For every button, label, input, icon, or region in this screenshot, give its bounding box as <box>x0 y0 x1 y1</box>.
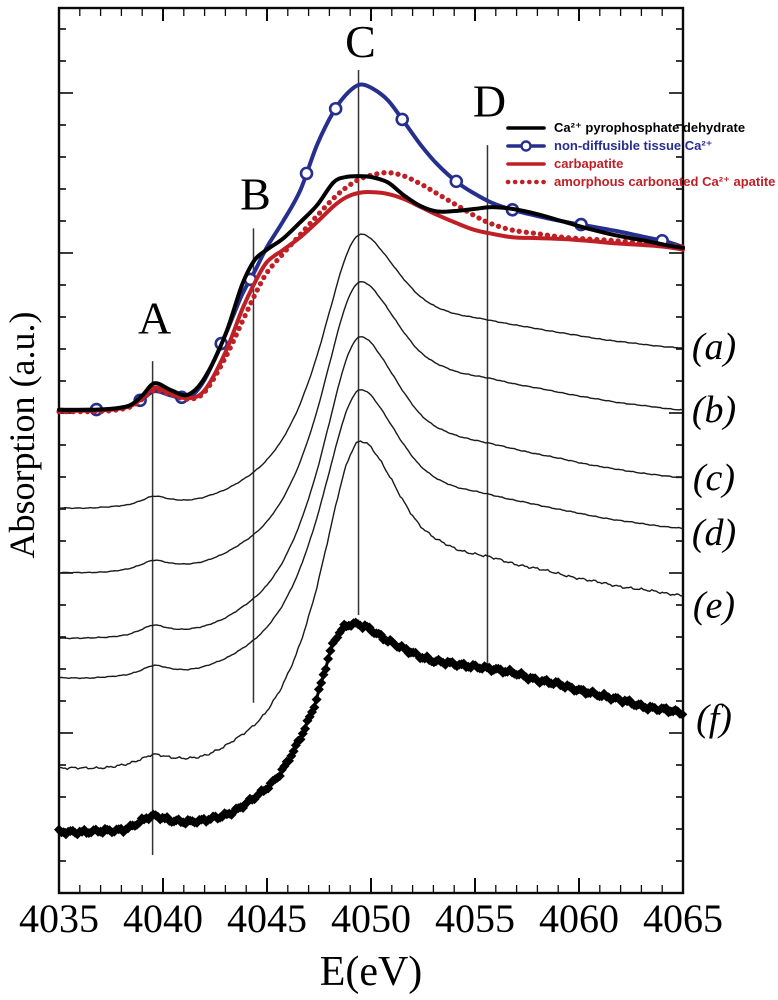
curve-c <box>58 336 684 640</box>
legend-label: Ca²⁺ pyrophosphate dehydrate <box>554 120 746 135</box>
peak-guide-lines <box>151 69 489 855</box>
x-tick-label: 4065 <box>643 896 723 941</box>
legend-item-carbapatite: carbapatite <box>505 157 775 171</box>
curve-a <box>58 233 684 510</box>
legend-label: amorphous carbonated Ca²⁺ apatite <box>554 174 776 189</box>
y-axis-title: Absorption (a.u.) <box>2 312 42 559</box>
curve-d <box>58 389 684 680</box>
curve-b <box>58 280 684 574</box>
peak-label-A: A <box>138 292 171 343</box>
axes: 4035 4040 4045 4050 4055 4060 4065 <box>19 6 723 941</box>
sample-label-f: (f) <box>696 698 732 740</box>
curve-e <box>58 440 684 771</box>
curve-carbapatite <box>57 190 685 413</box>
legend-label: non-diffusible tissue Ca²⁺ <box>554 138 713 153</box>
sample-spectra <box>54 233 688 840</box>
x-axis-title: E(eV) <box>320 949 423 995</box>
legend-item-tissue: non-diffusible tissue Ca²⁺ <box>505 139 775 153</box>
annotations: A B C D (a) (b) (c) (d) (e) (f) <box>138 16 736 740</box>
circle-marker <box>395 112 410 127</box>
legend-label: carbapatite <box>554 156 624 171</box>
peak-label-D: D <box>473 75 506 126</box>
legend-swatch-dotted <box>505 179 547 185</box>
circle-marker <box>449 174 464 189</box>
circle-marker <box>328 101 343 116</box>
legend-swatch-solid <box>506 162 546 166</box>
legend-item-pyrophosphate: Ca²⁺ pyrophosphate dehydrate <box>505 121 775 135</box>
sample-label-c: (c) <box>693 457 735 499</box>
sample-label-b: (b) <box>692 389 736 431</box>
legend: Ca²⁺ pyrophosphate dehydrate non-diffusib… <box>505 121 775 189</box>
sample-label-e: (e) <box>693 584 735 626</box>
peak-label-B: B <box>240 168 271 219</box>
circle-marker <box>299 166 314 181</box>
curve-pyrophosphate <box>57 174 685 412</box>
legend-item-amorphous: amorphous carbonated Ca²⁺ apatite <box>505 175 775 189</box>
legend-swatch-solid-circle <box>506 140 546 152</box>
x-tick-label: 4045 <box>227 896 307 941</box>
sample-label-d: (d) <box>692 512 736 554</box>
x-tick-label: 4060 <box>539 896 619 941</box>
reference-spectra <box>56 82 686 417</box>
peak-label-C: C <box>345 16 376 67</box>
sample-label-a: (a) <box>692 326 736 368</box>
x-tick-label: 4040 <box>123 896 203 941</box>
x-tick-label: 4035 <box>19 896 99 941</box>
x-tick-label: 4050 <box>331 896 411 941</box>
curve-f-diamond-markers <box>54 617 688 840</box>
x-tick-label: 4055 <box>435 896 515 941</box>
legend-swatch-solid <box>506 126 546 130</box>
